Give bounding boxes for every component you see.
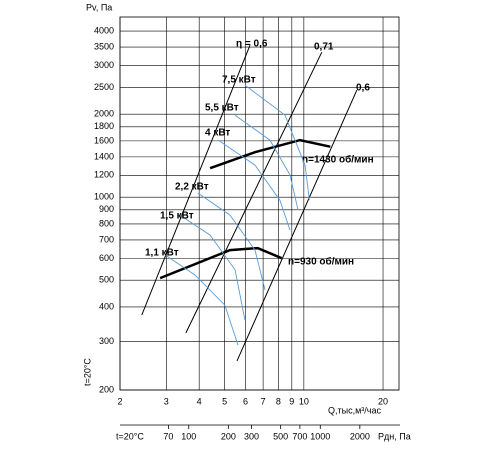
bottom-left-label: t=20°C	[116, 431, 144, 441]
curve	[141, 45, 251, 316]
curve-label: 1,1 кВт	[145, 248, 179, 259]
x2-axis-label: Pдн, Па	[378, 431, 411, 441]
y-tick-label: 1000	[94, 192, 114, 202]
curve-label: 0,6	[356, 83, 370, 94]
curve	[244, 84, 310, 201]
x2-tick-label: 100	[181, 431, 196, 441]
y-tick-label: 2000	[94, 109, 114, 119]
y-tick-label: 1600	[94, 135, 114, 145]
y-tick-label: 300	[99, 336, 114, 346]
x-tick-label: 4	[197, 396, 202, 406]
curve-label: 0,71	[314, 42, 334, 53]
curve-label: 5,5 кВт	[205, 103, 239, 114]
y-tick-label: 1200	[94, 170, 114, 180]
curve	[234, 114, 299, 211]
y-axis-label: Pv, Па	[86, 2, 112, 12]
y-tick-label: 900	[99, 204, 114, 214]
curve	[197, 192, 266, 291]
curve	[217, 139, 291, 231]
y-tick-label: 1800	[94, 121, 114, 131]
curve-label: 4 кВт	[205, 128, 230, 139]
x2-tick-label: 500	[273, 431, 288, 441]
x-tick-label: 2	[117, 396, 122, 406]
y-tick-label: 3500	[94, 41, 114, 51]
y-tick-label: 3000	[94, 60, 114, 70]
curve	[179, 214, 246, 320]
x-tick-label: 20	[378, 396, 388, 406]
x-tick-label: 8	[276, 396, 281, 406]
x2-tick-label: 1000	[310, 431, 330, 441]
x-tick-label: 9	[289, 396, 294, 406]
curve-label: n=930 об/мин	[288, 256, 354, 268]
side-label: t=20°C	[82, 358, 92, 386]
curve-label: 2,2 кВт	[175, 182, 209, 193]
curve	[164, 254, 239, 346]
curve	[236, 89, 358, 362]
x-tick-label: 5	[222, 396, 227, 406]
x2-tick-label: 2000	[350, 431, 370, 441]
y-tick-label: 200	[99, 384, 114, 394]
y-tick-label: 2500	[94, 82, 114, 92]
y-tick-label: 800	[99, 218, 114, 228]
x-tick-label: 3	[164, 396, 169, 406]
y-tick-label: 1400	[94, 151, 114, 161]
y-tick-label: 600	[99, 253, 114, 263]
y-tick-label: 500	[99, 275, 114, 285]
x2-tick-label: 300	[244, 431, 259, 441]
curve	[159, 246, 283, 280]
curve-label: 1,5 кВт	[160, 211, 194, 222]
x-tick-label: 7	[261, 396, 266, 406]
curve	[185, 51, 323, 334]
y-tick-label: 4000	[94, 25, 114, 35]
x2-tick-label: 200	[221, 431, 236, 441]
x-tick-label: 10	[299, 396, 309, 406]
curve-label: 7,5 кВт	[222, 75, 256, 86]
curve	[209, 138, 331, 170]
y-tick-label: 700	[99, 234, 114, 244]
curve-label: η = 0,6	[236, 39, 268, 50]
x2-tick-label: 70	[163, 431, 173, 441]
x2-tick-label: 700	[292, 431, 307, 441]
x-axis-label: Q,тыс,м³/час	[328, 405, 381, 415]
curve-label: n=1430 об/мин	[302, 154, 374, 166]
x-tick-label: 6	[243, 396, 248, 406]
y-tick-label: 400	[99, 301, 114, 311]
